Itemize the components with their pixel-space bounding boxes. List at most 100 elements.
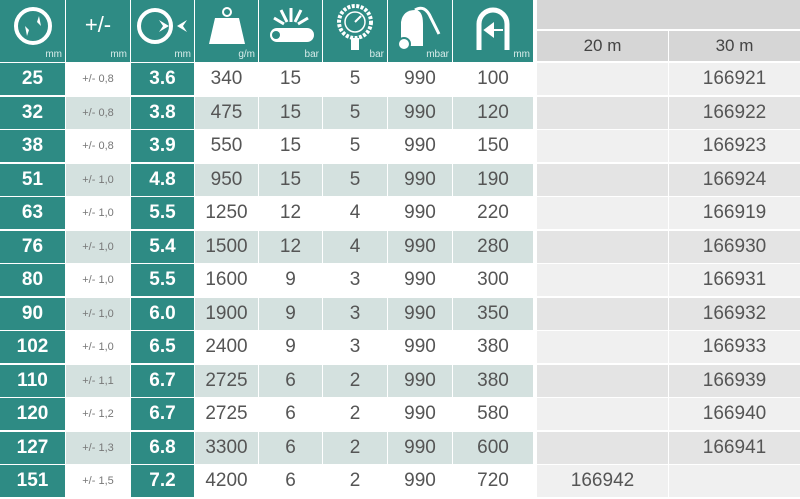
- article-number-m20[interactable]: [537, 431, 668, 464]
- cell-tol: +/- 0,8: [66, 63, 130, 95]
- cell-radius: 150: [453, 130, 533, 162]
- cell-vacuum: 990: [388, 130, 452, 162]
- cell-d: 102: [0, 331, 65, 363]
- cell-wall: 6.7: [131, 398, 194, 430]
- cell-tol: +/- 1,3: [66, 431, 130, 464]
- cell-wall: 6.0: [131, 297, 194, 330]
- cell-vacuum: 990: [388, 331, 452, 363]
- article-number-m20[interactable]: [537, 130, 668, 162]
- cell-vacuum: 990: [388, 297, 452, 330]
- header-col-1: +/- mm: [66, 0, 130, 62]
- cell-d: 110: [0, 364, 65, 397]
- cell-weight: 1500: [195, 230, 258, 263]
- header-col-7: mm: [453, 0, 533, 62]
- cell-tol: +/- 1,0: [66, 197, 130, 229]
- article-number-m30[interactable]: 166941: [669, 431, 800, 464]
- cell-pressure: 5: [323, 63, 387, 95]
- article-number-m30[interactable]: 166922: [669, 96, 800, 129]
- article-number-m20[interactable]: [537, 163, 668, 196]
- unit-label: mm: [45, 49, 62, 60]
- cell-weight: 1900: [195, 297, 258, 330]
- cell-d: 76: [0, 230, 65, 263]
- article-number-m30[interactable]: 166924: [669, 163, 800, 196]
- header-col-0: mm: [0, 0, 65, 62]
- length-header-0: 20 m: [537, 31, 668, 61]
- article-number-m20[interactable]: [537, 197, 668, 229]
- article-number-m30[interactable]: 166919: [669, 197, 800, 229]
- cell-weight: 475: [195, 96, 258, 129]
- article-number-m20[interactable]: 166942: [537, 465, 668, 497]
- article-number-m20[interactable]: [537, 364, 668, 397]
- article-number-m30[interactable]: 166933: [669, 331, 800, 363]
- article-number-m30[interactable]: 166930: [669, 230, 800, 263]
- cell-burst: 6: [259, 398, 322, 430]
- cell-pressure: 2: [323, 398, 387, 430]
- cell-d: 38: [0, 130, 65, 162]
- cell-pressure: 5: [323, 96, 387, 129]
- cell-weight: 2400: [195, 331, 258, 363]
- article-number-m20[interactable]: [537, 264, 668, 296]
- cell-vacuum: 990: [388, 398, 452, 430]
- cell-tol: +/- 0,8: [66, 96, 130, 129]
- cell-tol: +/- 1,0: [66, 230, 130, 263]
- cell-tol: +/- 1,0: [66, 163, 130, 196]
- article-number-m30[interactable]: 166932: [669, 297, 800, 330]
- cell-radius: 280: [453, 230, 533, 263]
- cell-pressure: 2: [323, 431, 387, 464]
- cell-burst: 15: [259, 63, 322, 95]
- header-col-3: g/m: [195, 0, 258, 62]
- cell-weight: 4200: [195, 465, 258, 497]
- cell-burst: 9: [259, 264, 322, 296]
- header-col-2: mm: [131, 0, 194, 62]
- cell-radius: 350: [453, 297, 533, 330]
- article-number-m20[interactable]: [537, 331, 668, 363]
- cell-wall: 5.4: [131, 230, 194, 263]
- cell-burst: 9: [259, 297, 322, 330]
- cell-wall: 6.5: [131, 331, 194, 363]
- header-col-5: bar: [323, 0, 387, 62]
- cell-wall: 3.6: [131, 63, 194, 95]
- cell-burst: 12: [259, 230, 322, 263]
- article-number-m20[interactable]: [537, 63, 668, 95]
- article-number-m20[interactable]: [537, 96, 668, 129]
- cell-weight: 2725: [195, 398, 258, 430]
- cell-weight: 950: [195, 163, 258, 196]
- article-number-m30[interactable]: 166931: [669, 264, 800, 296]
- cell-pressure: 4: [323, 230, 387, 263]
- cell-pressure: 5: [323, 130, 387, 162]
- article-number-m30[interactable]: 166921: [669, 63, 800, 95]
- article-number-m30[interactable]: 166940: [669, 398, 800, 430]
- length-header-band: [537, 0, 800, 29]
- cell-vacuum: 990: [388, 431, 452, 464]
- length-header-1: 30 m: [669, 31, 800, 61]
- article-number-m20[interactable]: [537, 398, 668, 430]
- cell-radius: 380: [453, 364, 533, 397]
- article-number-m20[interactable]: [537, 230, 668, 263]
- tolerance-header-label: +/-: [84, 12, 112, 37]
- cell-pressure: 5: [323, 163, 387, 196]
- cell-wall: 6.8: [131, 431, 194, 464]
- article-number-m20[interactable]: [537, 297, 668, 330]
- cell-vacuum: 990: [388, 163, 452, 196]
- cell-d: 151: [0, 465, 65, 497]
- article-number-m30[interactable]: [669, 465, 800, 497]
- cell-tol: +/- 1,0: [66, 297, 130, 330]
- cell-wall: 5.5: [131, 197, 194, 229]
- unit-label: mm: [110, 49, 127, 60]
- cell-wall: 6.7: [131, 364, 194, 397]
- article-number-m30[interactable]: 166939: [669, 364, 800, 397]
- cell-vacuum: 990: [388, 197, 452, 229]
- cell-tol: +/- 1,2: [66, 398, 130, 430]
- cell-d: 90: [0, 297, 65, 330]
- unit-label: mbar: [426, 49, 449, 60]
- cell-weight: 2725: [195, 364, 258, 397]
- cell-pressure: 2: [323, 364, 387, 397]
- unit-label: bar: [369, 49, 384, 60]
- cell-weight: 1600: [195, 264, 258, 296]
- cell-burst: 6: [259, 465, 322, 497]
- cell-pressure: 3: [323, 297, 387, 330]
- cell-vacuum: 990: [388, 264, 452, 296]
- unit-label: mm: [513, 49, 530, 60]
- cell-vacuum: 990: [388, 96, 452, 129]
- article-number-m30[interactable]: 166923: [669, 130, 800, 162]
